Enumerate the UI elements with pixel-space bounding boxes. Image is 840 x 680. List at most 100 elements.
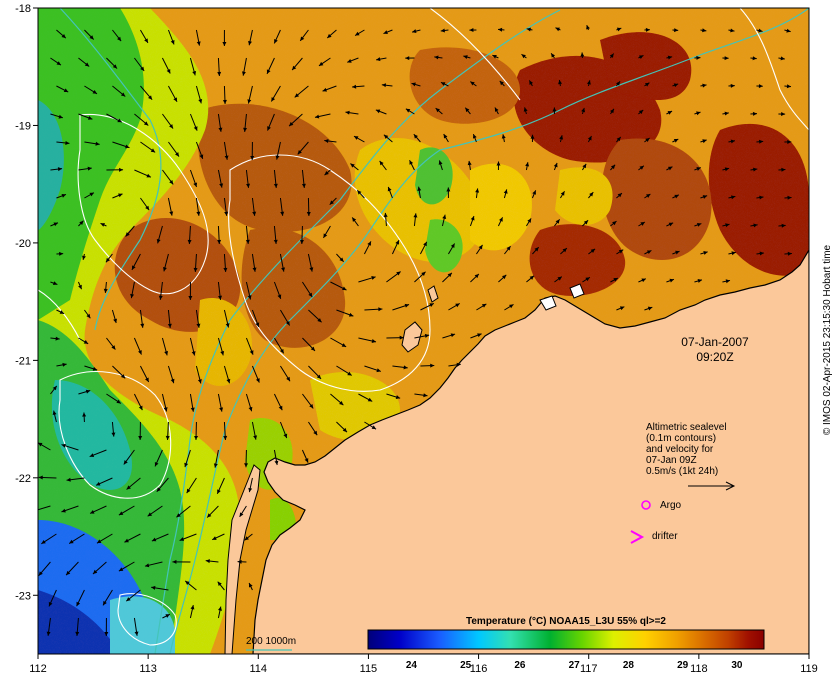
velocity-arrow xyxy=(638,109,644,115)
velocity-arrow xyxy=(251,253,257,272)
velocity-arrow xyxy=(78,220,84,227)
velocity-arrow xyxy=(251,421,258,440)
velocity-arrow xyxy=(267,113,275,131)
legend-line-1: Altimetric sealevel xyxy=(646,422,727,433)
velocity-arrow xyxy=(330,281,347,291)
velocity-arrow xyxy=(587,135,592,143)
reference-arrow xyxy=(688,481,736,491)
velocity-arrow xyxy=(750,223,758,228)
velocity-arrow xyxy=(217,337,225,356)
velocity-arrow xyxy=(554,219,561,227)
velocity-arrow xyxy=(302,281,313,298)
velocity-arrow xyxy=(442,333,456,339)
y-tick-label: -22 xyxy=(15,473,31,485)
velocity-arrow xyxy=(167,197,174,216)
velocity-arrow xyxy=(251,309,260,328)
bathymetry-lines xyxy=(59,8,809,654)
velocity-arrow xyxy=(324,169,331,176)
velocity-arrow xyxy=(351,217,359,227)
velocity-arrow xyxy=(251,197,257,216)
velocity-arrow xyxy=(784,139,792,144)
velocity-arrow xyxy=(330,337,347,348)
velocity-arrow xyxy=(301,449,309,463)
velocity-arrow xyxy=(50,222,59,227)
colorbar-tick-label: 30 xyxy=(731,660,743,671)
velocity-arrow xyxy=(414,271,426,283)
velocity-arrow xyxy=(586,24,590,31)
velocity-arrow xyxy=(189,113,198,131)
velocity-arrow xyxy=(750,111,758,116)
velocity-arrow xyxy=(588,248,596,255)
colorbar-title: Temperature (°C) NOAA15_L3U 55% ql>=2 xyxy=(466,616,666,627)
velocity-arrow xyxy=(409,160,415,171)
velocity-arrow xyxy=(50,113,64,119)
velocity-arrow xyxy=(497,27,505,32)
velocity-arrow xyxy=(336,253,344,263)
velocity-arrow xyxy=(324,138,337,143)
x-tick-label: 116 xyxy=(470,663,488,675)
velocity-arrow xyxy=(106,113,123,123)
velocity-arrow xyxy=(387,186,393,199)
velocity-arrow xyxy=(644,27,650,32)
velocity-arrow xyxy=(288,113,303,127)
velocity-arrow xyxy=(778,167,786,172)
velocity-arrow xyxy=(167,85,178,103)
velocity-arrow xyxy=(582,219,589,227)
velocity-arrow xyxy=(50,385,58,395)
velocity-arrow xyxy=(364,307,383,312)
velocity-arrow xyxy=(411,29,421,34)
y-tick-label: -20 xyxy=(15,238,31,250)
x-tick-label: 118 xyxy=(690,663,708,675)
velocity-arrow xyxy=(784,195,792,200)
island xyxy=(569,283,585,299)
velocity-arrow xyxy=(104,617,109,637)
velocity-arrow xyxy=(126,477,141,490)
velocity-arrow xyxy=(610,220,617,227)
velocity-arrow xyxy=(61,505,79,513)
velocity-arrow xyxy=(586,80,591,87)
velocity-arrow xyxy=(610,277,619,283)
velocity-arrow xyxy=(532,246,540,255)
velocity-arrow xyxy=(251,365,260,383)
velocity-arrow xyxy=(638,165,645,171)
velocity-arrow xyxy=(237,559,247,564)
velocity-arrow xyxy=(217,169,224,188)
velocity-arrow xyxy=(358,393,373,402)
velocity-arrow xyxy=(245,169,251,188)
velocity-arrow xyxy=(440,81,449,87)
velocity-arrow xyxy=(326,29,337,39)
velocity-arrow xyxy=(521,53,527,59)
velocity-arrow xyxy=(363,241,372,255)
velocity-arrow xyxy=(217,281,223,300)
velocity-arrow xyxy=(470,81,477,87)
velocity-arrow xyxy=(580,52,585,59)
velocity-arrow xyxy=(38,561,51,576)
velocity-arrow xyxy=(364,421,377,430)
velocity-arrow xyxy=(336,421,348,433)
velocity-arrow xyxy=(503,189,508,199)
velocity-arrow xyxy=(248,582,253,591)
velocity-arrow xyxy=(694,222,702,227)
velocity-arrow xyxy=(728,28,735,33)
velocity-arrow xyxy=(756,251,764,256)
velocity-arrow xyxy=(560,247,568,255)
velocity-arrow xyxy=(413,133,421,143)
velocity-arrow xyxy=(76,589,85,607)
velocity-arrow xyxy=(700,139,707,144)
velocity-arrow xyxy=(379,160,387,171)
velocity-arrow xyxy=(419,241,428,255)
velocity-arrow xyxy=(217,113,223,132)
velocity-arrow xyxy=(223,365,231,384)
velocity-arrow xyxy=(186,477,197,494)
velocity-arrow xyxy=(84,29,95,40)
velocity-arrow xyxy=(560,191,565,199)
velocity-arrow xyxy=(347,57,359,63)
velocity-arrow xyxy=(467,160,472,171)
velocity-arrow xyxy=(195,309,201,328)
velocity-arrow xyxy=(134,57,145,72)
velocity-arrow xyxy=(405,108,415,115)
colorbar-tick-label: 27 xyxy=(569,660,581,671)
velocity-arrow xyxy=(383,212,388,227)
velocity-arrow xyxy=(728,139,736,144)
velocity-arrow xyxy=(125,225,135,237)
